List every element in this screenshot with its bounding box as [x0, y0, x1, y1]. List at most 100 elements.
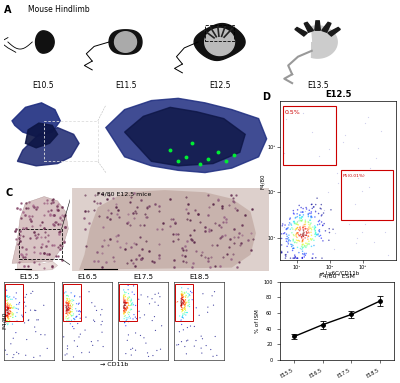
Point — [193, 305, 200, 311]
Point — [316, 229, 323, 235]
Point — [296, 249, 302, 255]
Point — [5, 304, 11, 310]
Point — [212, 334, 218, 340]
Point — [182, 290, 188, 296]
Point — [307, 225, 313, 231]
Point — [67, 302, 74, 308]
Point — [290, 237, 296, 243]
Point — [64, 296, 71, 302]
Point — [179, 302, 185, 308]
Point — [121, 303, 127, 309]
Point — [294, 240, 300, 246]
Point — [293, 232, 299, 238]
Point — [7, 308, 14, 314]
Point — [180, 327, 186, 333]
Point — [362, 221, 368, 227]
Point — [281, 150, 287, 156]
Point — [278, 236, 285, 242]
Point — [345, 221, 352, 227]
Point — [4, 301, 10, 307]
Point — [64, 305, 71, 311]
Point — [26, 317, 32, 323]
Point — [326, 237, 332, 243]
Point — [312, 214, 318, 220]
Point — [4, 312, 11, 318]
Point — [285, 241, 292, 247]
Text: → CD11b: → CD11b — [100, 362, 128, 367]
Point — [121, 311, 127, 317]
Point — [294, 255, 300, 261]
Point — [141, 312, 148, 318]
Point — [178, 292, 185, 298]
Polygon shape — [304, 22, 314, 32]
Point — [14, 309, 20, 316]
Title: E17.5: E17.5 — [133, 274, 153, 280]
Point — [181, 300, 187, 306]
Point — [122, 293, 128, 300]
Point — [300, 241, 306, 247]
Point — [331, 246, 338, 252]
Point — [297, 216, 303, 222]
Point — [306, 219, 312, 226]
Point — [278, 250, 285, 256]
Polygon shape — [328, 28, 340, 36]
Point — [64, 300, 71, 306]
Point — [303, 206, 310, 212]
Point — [287, 238, 294, 244]
Point — [70, 297, 77, 303]
Point — [61, 290, 68, 296]
Point — [180, 311, 186, 317]
Point — [186, 299, 192, 305]
Point — [314, 222, 321, 228]
Point — [318, 201, 324, 208]
Point — [182, 294, 189, 300]
Point — [307, 221, 314, 227]
Point — [73, 314, 79, 320]
Point — [68, 300, 74, 306]
Bar — [205, 25, 234, 41]
Point — [64, 307, 70, 313]
Point — [64, 343, 71, 349]
Text: E10.5: E10.5 — [32, 81, 54, 90]
Point — [180, 298, 187, 304]
Point — [124, 304, 131, 311]
Point — [296, 227, 302, 233]
Point — [63, 305, 69, 311]
Point — [10, 311, 17, 317]
Point — [308, 209, 314, 215]
Point — [7, 306, 13, 312]
Point — [4, 300, 11, 306]
Point — [178, 318, 184, 324]
Point — [300, 233, 307, 239]
Point — [4, 287, 10, 293]
Point — [178, 304, 185, 310]
Point — [312, 226, 318, 232]
Point — [299, 239, 305, 245]
Point — [63, 311, 69, 317]
Point — [30, 354, 37, 360]
Point — [77, 309, 84, 315]
Point — [281, 224, 288, 230]
Point — [178, 297, 184, 303]
Point — [68, 313, 75, 319]
Point — [126, 297, 132, 303]
Point — [289, 242, 295, 248]
Point — [89, 300, 95, 306]
Point — [6, 308, 13, 314]
Point — [9, 296, 15, 302]
Bar — [175, 285, 193, 321]
Point — [310, 224, 316, 230]
Point — [121, 298, 128, 304]
Text: E11.5: E11.5 — [115, 81, 136, 90]
Point — [285, 235, 292, 241]
Point — [4, 312, 10, 318]
Point — [179, 308, 186, 314]
Point — [64, 316, 71, 322]
Point — [304, 242, 311, 248]
Polygon shape — [36, 31, 54, 53]
Point — [65, 307, 71, 313]
Point — [199, 336, 206, 342]
Point — [180, 301, 187, 307]
Point — [316, 233, 322, 239]
Point — [299, 214, 306, 220]
